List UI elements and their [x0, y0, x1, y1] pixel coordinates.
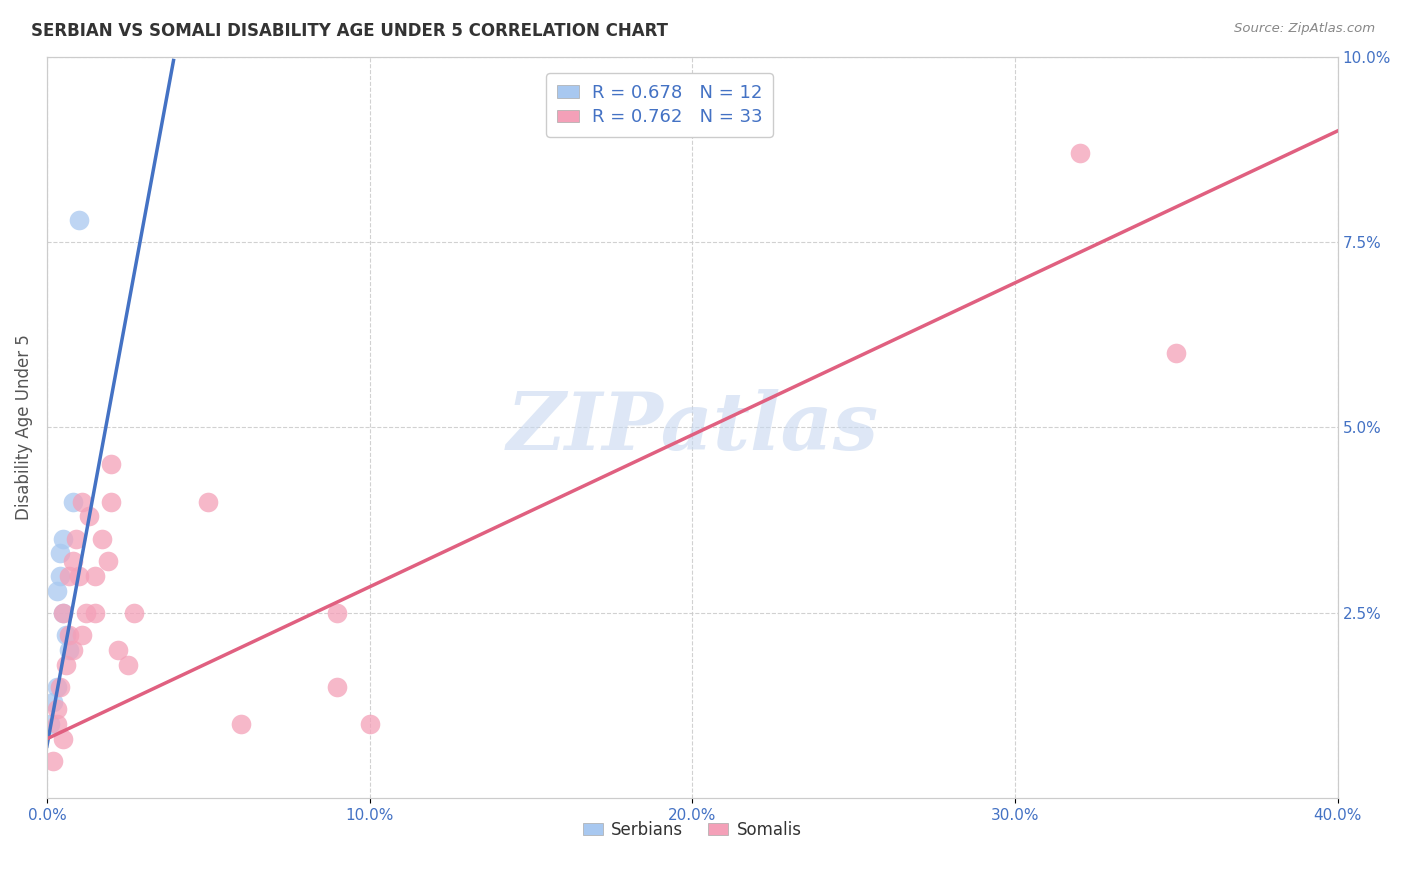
Point — [62, 554, 84, 568]
Point — [45, 702, 67, 716]
Point — [62, 643, 84, 657]
Point — [55, 628, 77, 642]
Text: Source: ZipAtlas.com: Source: ZipAtlas.com — [1234, 22, 1375, 36]
Point — [229, 717, 252, 731]
Point — [100, 494, 122, 508]
Point — [45, 680, 67, 694]
Point — [58, 568, 80, 582]
Point — [107, 643, 129, 657]
Point — [62, 494, 84, 508]
Point — [97, 554, 120, 568]
Text: ZIPatlas: ZIPatlas — [506, 389, 879, 467]
Point — [52, 606, 75, 620]
Point — [1166, 346, 1188, 360]
Point — [72, 628, 94, 642]
Point — [58, 628, 80, 642]
Point — [49, 568, 72, 582]
Point — [52, 532, 75, 546]
Point — [49, 680, 72, 694]
Point — [84, 568, 107, 582]
Point — [122, 606, 145, 620]
Point — [52, 731, 75, 746]
Point — [39, 717, 62, 731]
Point — [55, 657, 77, 672]
Point — [90, 532, 112, 546]
Point — [58, 643, 80, 657]
Point — [75, 606, 97, 620]
Point — [100, 458, 122, 472]
Point — [45, 717, 67, 731]
Point — [117, 657, 139, 672]
Text: SERBIAN VS SOMALI DISABILITY AGE UNDER 5 CORRELATION CHART: SERBIAN VS SOMALI DISABILITY AGE UNDER 5… — [31, 22, 668, 40]
Point — [197, 494, 219, 508]
Point — [84, 606, 107, 620]
Point — [65, 532, 87, 546]
Point — [42, 754, 65, 768]
Point — [45, 583, 67, 598]
Point — [359, 717, 381, 731]
Point — [49, 546, 72, 560]
Point — [42, 695, 65, 709]
Point — [67, 568, 90, 582]
Point — [67, 212, 90, 227]
Point — [72, 494, 94, 508]
Point — [77, 509, 100, 524]
Legend: Serbians, Somalis: Serbians, Somalis — [576, 814, 808, 846]
Point — [326, 606, 349, 620]
Point — [326, 680, 349, 694]
Y-axis label: Disability Age Under 5: Disability Age Under 5 — [15, 334, 32, 520]
Point — [1069, 146, 1091, 161]
Point — [52, 606, 75, 620]
